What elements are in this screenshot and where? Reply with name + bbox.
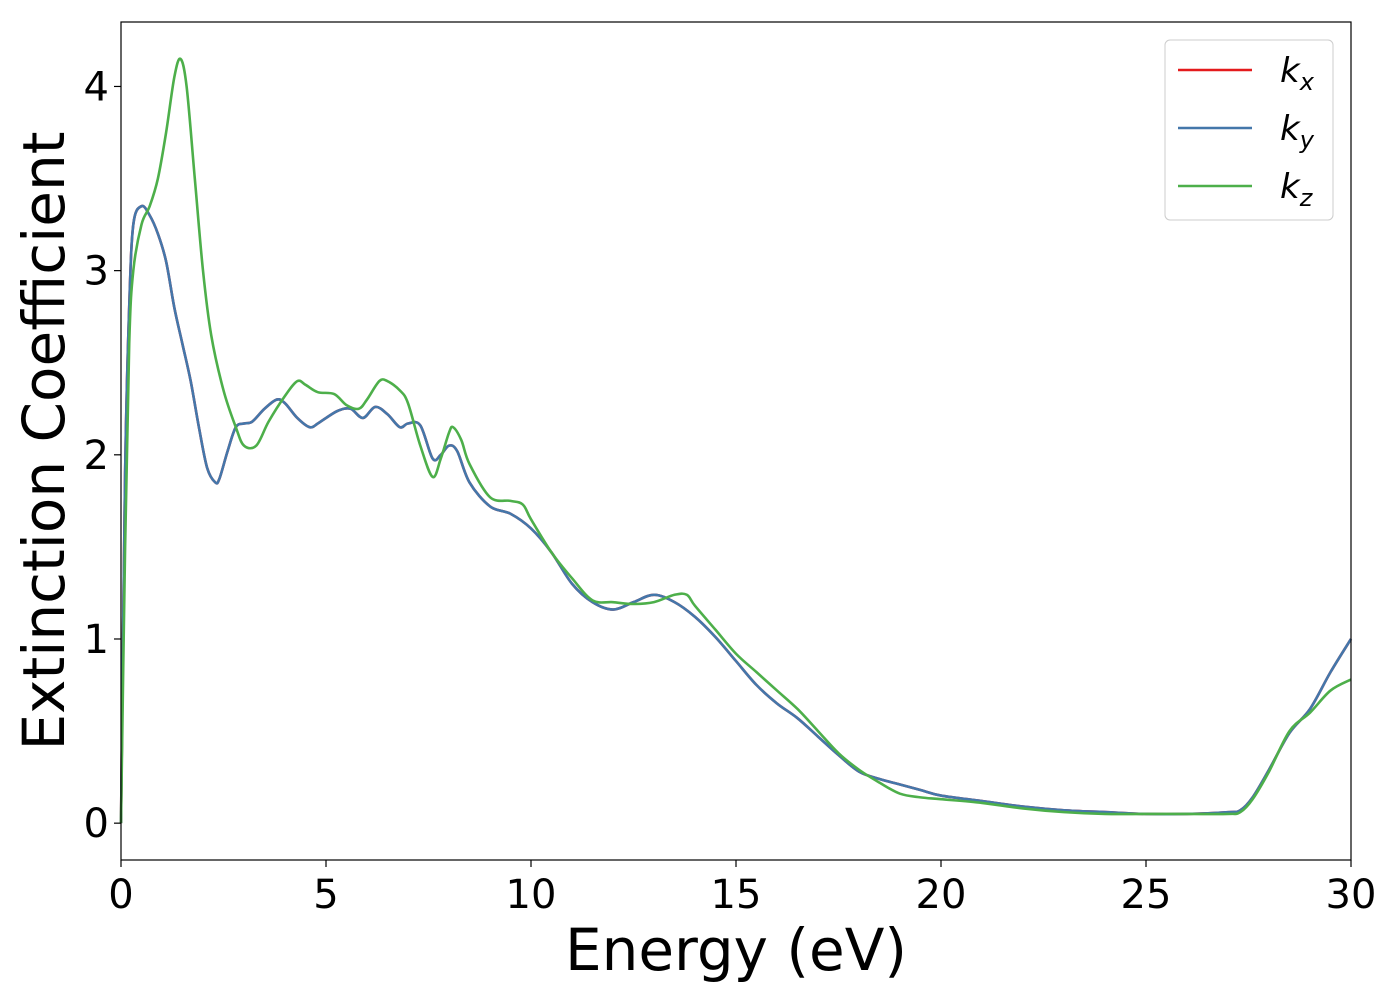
legend-label-main: k: [1280, 109, 1301, 149]
y-tick-label: 2: [84, 433, 109, 479]
legend-label-main: k: [1280, 51, 1301, 91]
x-axis-ticks: 0 5 10 15 20 25 30: [108, 860, 1376, 918]
series-line-kz: [119, 57, 1352, 824]
legend-label-ky: ky: [1280, 109, 1315, 154]
series-line-ky: [119, 204, 1353, 824]
x-tick-label: 25: [1121, 872, 1172, 918]
legend-label-kx: kx: [1280, 51, 1315, 96]
y-tick-label: 1: [84, 617, 109, 663]
y-axis-title: Extinction Coefficient: [10, 132, 78, 751]
y-tick-label: 0: [84, 801, 109, 847]
x-tick-label: 5: [313, 872, 338, 918]
legend-label-subscript: z: [1299, 184, 1314, 212]
x-axis-title: Energy (eV): [565, 916, 907, 984]
plot-lines: [119, 57, 1353, 824]
y-tick-label: 4: [84, 64, 109, 110]
x-tick-label: 15: [711, 872, 762, 918]
legend-label-subscript: x: [1299, 68, 1315, 96]
legend-label-subscript: y: [1299, 126, 1315, 154]
legend-label-main: k: [1280, 167, 1301, 207]
series-line-kx: [119, 204, 1353, 824]
x-tick-label: 0: [108, 872, 133, 918]
x-tick-label: 10: [506, 872, 557, 918]
legend-label-kz: kz: [1280, 167, 1314, 212]
x-tick-label: 20: [916, 872, 967, 918]
y-tick-label: 3: [84, 249, 109, 295]
x-tick-label: 30: [1326, 872, 1377, 918]
y-axis-ticks: 0 1 2 3 4: [84, 64, 121, 847]
legend-box: [1164, 39, 1334, 221]
